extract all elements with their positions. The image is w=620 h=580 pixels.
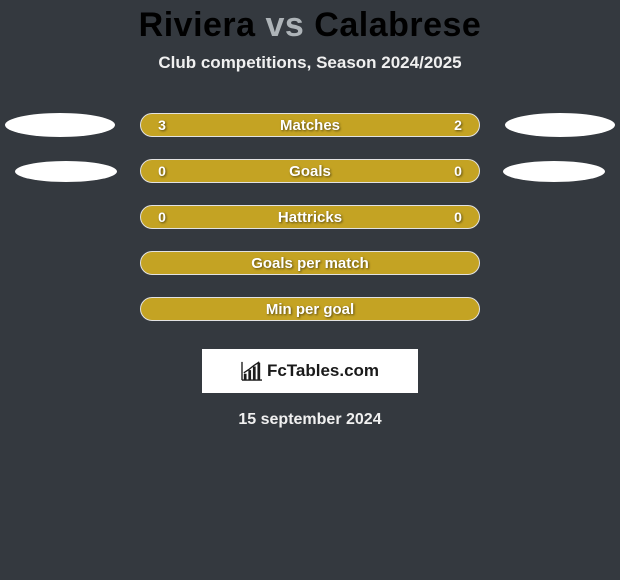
stat-label: Min per goal: [141, 301, 479, 318]
bar-chart-icon: [241, 361, 263, 381]
stat-row: 0 Hattricks 0: [0, 205, 620, 229]
stat-bar-mpg: Min per goal: [140, 297, 480, 321]
stat-row: 3 Matches 2: [0, 113, 620, 137]
comparison-card: Riviera vs Calabrese Club competitions, …: [0, 0, 620, 580]
subtitle: Club competitions, Season 2024/2025: [158, 53, 461, 73]
team2-name: Calabrese: [314, 6, 481, 44]
stat-bar-matches: 3 Matches 2: [140, 113, 480, 137]
footer-date: 15 september 2024: [238, 411, 381, 429]
stat-label: Goals per match: [141, 255, 479, 272]
stat-label: Matches: [141, 117, 479, 134]
stat-row: Min per goal: [0, 297, 620, 321]
stat-bar-goals: 0 Goals 0: [140, 159, 480, 183]
page-title: Riviera vs Calabrese: [139, 6, 482, 45]
brand-label: FcTables.com: [267, 361, 379, 381]
team1-badge-placeholder: [15, 161, 117, 182]
stat-row: 0 Goals 0: [0, 159, 620, 183]
team1-badge-placeholder: [5, 113, 115, 137]
brand: FcTables.com: [241, 361, 379, 381]
stat-row: Goals per match: [0, 251, 620, 275]
stat-label: Hattricks: [141, 209, 479, 226]
stat-bar-hattricks: 0 Hattricks 0: [140, 205, 480, 229]
team2-badge-placeholder: [503, 161, 605, 182]
team2-badge-placeholder: [505, 113, 615, 137]
brand-box: FcTables.com: [202, 349, 418, 393]
stats-rows: 3 Matches 2 0 Goals 0 0 Hattricks 0: [0, 113, 620, 343]
vs-separator: vs: [266, 6, 305, 44]
stat-label: Goals: [141, 163, 479, 180]
stat-bar-gpm: Goals per match: [140, 251, 480, 275]
team1-name: Riviera: [139, 6, 256, 44]
